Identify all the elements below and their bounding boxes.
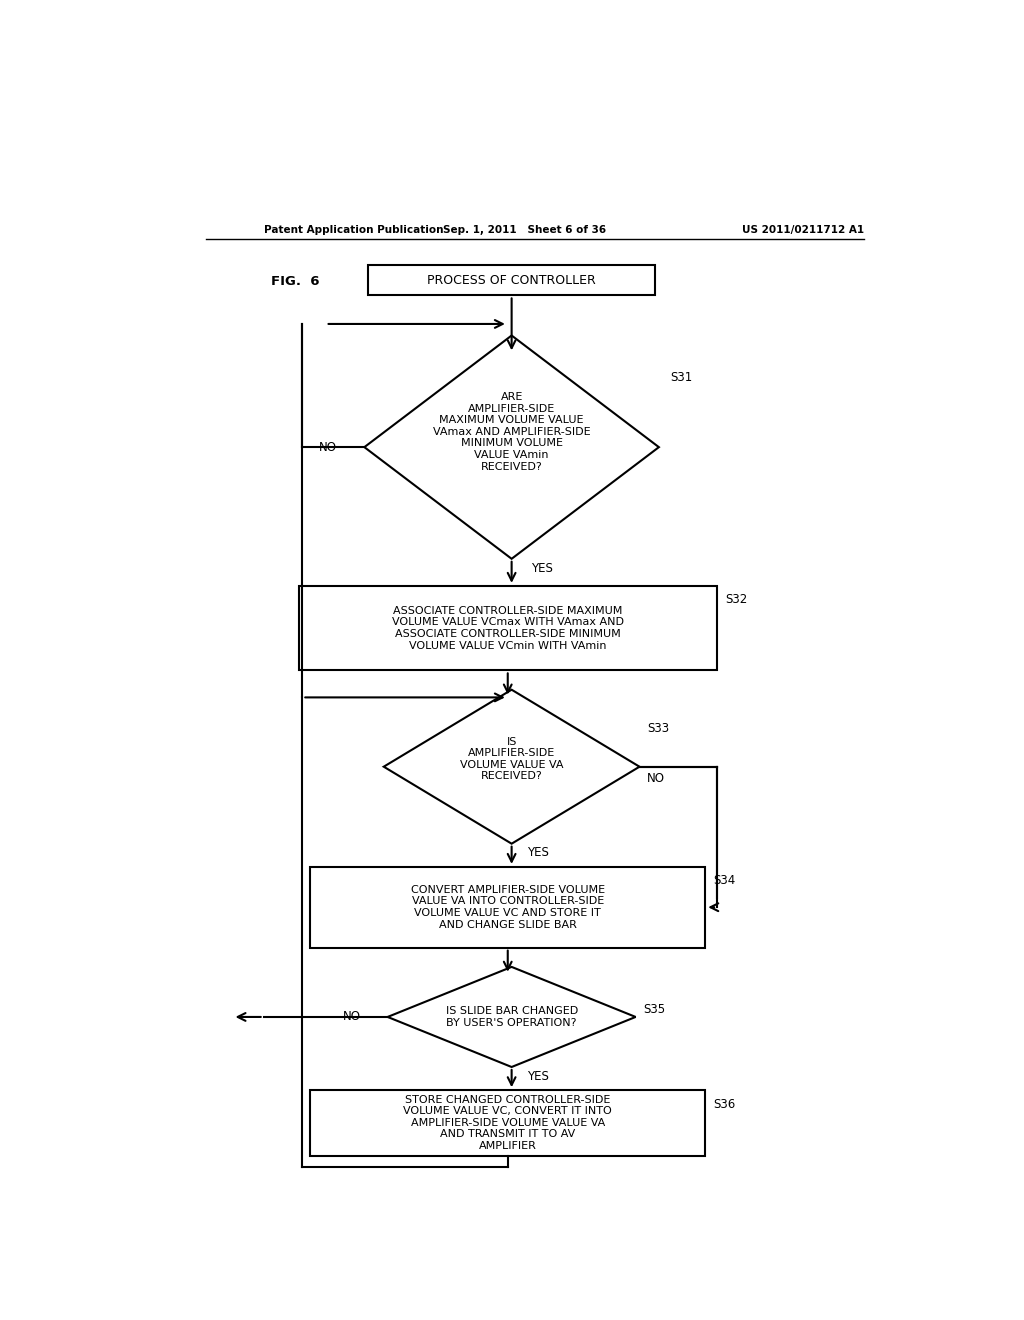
Text: Sep. 1, 2011   Sheet 6 of 36: Sep. 1, 2011 Sheet 6 of 36: [443, 224, 606, 235]
Text: IS SLIDE BAR CHANGED
BY USER'S OPERATION?: IS SLIDE BAR CHANGED BY USER'S OPERATION…: [445, 1006, 578, 1028]
Text: ARE
AMPLIFIER-SIDE
MAXIMUM VOLUME VALUE
VAmax AND AMPLIFIER-SIDE
MINIMUM VOLUME
: ARE AMPLIFIER-SIDE MAXIMUM VOLUME VALUE …: [433, 392, 591, 471]
Text: YES: YES: [531, 561, 553, 574]
Bar: [299, 586, 717, 671]
Text: S36: S36: [713, 1098, 735, 1111]
Text: S33: S33: [647, 722, 670, 735]
Text: Patent Application Publication: Patent Application Publication: [263, 224, 443, 235]
Polygon shape: [365, 335, 658, 558]
Bar: [369, 264, 655, 296]
Polygon shape: [384, 689, 640, 843]
Text: S32: S32: [725, 594, 746, 606]
Text: S34: S34: [713, 875, 735, 887]
Text: FIG.  6: FIG. 6: [271, 275, 319, 288]
Text: NO: NO: [319, 441, 337, 454]
Text: YES: YES: [527, 846, 549, 859]
Bar: [310, 867, 706, 948]
Text: CONVERT AMPLIFIER-SIDE VOLUME
VALUE VA INTO CONTROLLER-SIDE
VOLUME VALUE VC AND : CONVERT AMPLIFIER-SIDE VOLUME VALUE VA I…: [411, 884, 605, 929]
Text: US 2011/0211712 A1: US 2011/0211712 A1: [742, 224, 864, 235]
Text: S35: S35: [643, 1003, 666, 1016]
Text: PROCESS OF CONTROLLER: PROCESS OF CONTROLLER: [427, 273, 596, 286]
Text: NO: NO: [647, 772, 666, 785]
Text: STORE CHANGED CONTROLLER-SIDE
VOLUME VALUE VC, CONVERT IT INTO
AMPLIFIER-SIDE VO: STORE CHANGED CONTROLLER-SIDE VOLUME VAL…: [403, 1094, 612, 1151]
Bar: [310, 1090, 706, 1155]
Text: S31: S31: [671, 371, 693, 384]
Text: IS
AMPLIFIER-SIDE
VOLUME VALUE VA
RECEIVED?: IS AMPLIFIER-SIDE VOLUME VALUE VA RECEIV…: [460, 737, 563, 781]
Polygon shape: [388, 966, 636, 1067]
Text: NO: NO: [342, 1010, 360, 1023]
Text: ASSOCIATE CONTROLLER-SIDE MAXIMUM
VOLUME VALUE VCmax WITH VAmax AND
ASSOCIATE CO: ASSOCIATE CONTROLLER-SIDE MAXIMUM VOLUME…: [392, 606, 624, 651]
Text: YES: YES: [527, 1069, 549, 1082]
